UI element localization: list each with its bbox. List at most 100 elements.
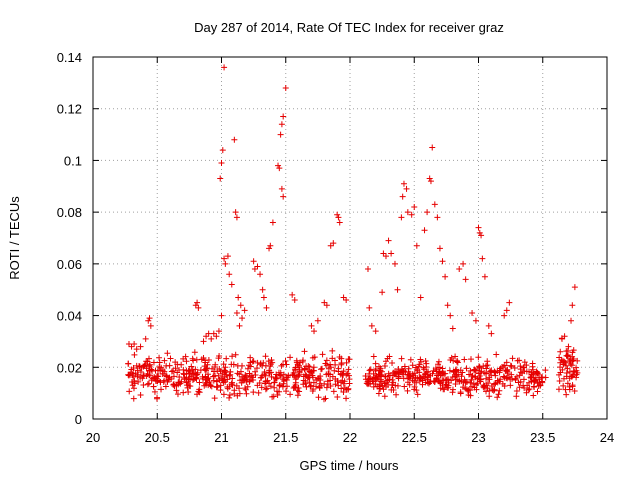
data-point	[472, 374, 479, 381]
data-point	[192, 374, 199, 381]
data-point	[196, 389, 203, 396]
data-point	[453, 366, 460, 373]
data-point	[257, 271, 264, 278]
data-point	[143, 358, 150, 365]
data-point	[283, 383, 290, 390]
data-point	[375, 390, 382, 397]
data-point	[250, 358, 257, 365]
data-point	[434, 214, 441, 221]
data-point	[381, 393, 388, 400]
data-point	[321, 299, 328, 306]
data-point	[399, 193, 406, 200]
data-point	[323, 357, 330, 364]
data-point	[287, 391, 294, 398]
data-point	[334, 377, 341, 384]
data-point	[140, 381, 147, 388]
data-point	[484, 385, 491, 392]
data-point	[282, 358, 289, 365]
data-point	[150, 359, 157, 366]
x-tick-label: 23	[471, 430, 485, 445]
data-point	[509, 355, 516, 362]
data-point	[446, 367, 453, 374]
data-point	[429, 370, 436, 377]
data-point	[267, 383, 274, 390]
data-point	[565, 343, 572, 350]
y-tick-label: 0	[75, 412, 82, 427]
data-point	[293, 359, 300, 366]
y-tick-label: 0.12	[57, 102, 82, 117]
data-point	[247, 354, 254, 361]
data-point	[162, 383, 169, 390]
data-point	[566, 368, 573, 375]
data-point	[201, 382, 208, 389]
data-point	[495, 391, 502, 398]
data-point	[276, 381, 283, 388]
data-point	[241, 307, 248, 314]
data-point	[555, 386, 562, 393]
data-point	[413, 387, 420, 394]
data-point	[298, 367, 305, 374]
data-point	[474, 380, 481, 387]
data-point	[299, 358, 306, 365]
data-point	[234, 392, 241, 399]
data-point	[530, 392, 537, 399]
data-point	[429, 144, 436, 151]
data-point	[185, 367, 192, 374]
data-point	[345, 385, 352, 392]
data-point	[516, 384, 523, 391]
data-point	[504, 368, 511, 375]
y-tick-label: 0.06	[57, 257, 82, 272]
data-point	[229, 353, 236, 360]
data-point	[542, 367, 549, 374]
data-point	[488, 383, 495, 390]
data-point	[255, 389, 262, 396]
data-point	[239, 362, 246, 369]
data-point	[142, 335, 149, 342]
data-point	[465, 392, 472, 399]
data-point	[283, 388, 290, 395]
data-point	[268, 357, 275, 364]
data-point	[467, 367, 474, 374]
data-point	[172, 365, 179, 372]
data-point	[433, 368, 440, 375]
data-point	[573, 374, 580, 381]
data-point	[562, 359, 569, 366]
data-point	[401, 363, 408, 370]
data-point	[296, 388, 303, 395]
data-point	[159, 370, 166, 377]
y-tick-labels: 0 0.02 0.04 0.06 0.08 0.1 0.12 0.14	[57, 50, 82, 427]
data-point	[276, 372, 283, 379]
data-point	[346, 356, 353, 363]
data-point	[385, 237, 392, 244]
data-point	[240, 377, 247, 384]
data-point	[151, 388, 158, 395]
data-point	[215, 328, 222, 335]
data-point	[388, 386, 395, 393]
y-tick-label: 0.02	[57, 360, 82, 375]
data-point	[558, 356, 565, 363]
x-tick-label: 21.5	[273, 430, 298, 445]
data-point	[327, 242, 334, 249]
data-point	[287, 354, 294, 361]
data-point	[157, 367, 164, 374]
data-point	[131, 380, 138, 387]
data-point	[244, 365, 251, 372]
data-point	[533, 368, 540, 375]
data-point	[319, 351, 326, 358]
data-point	[340, 294, 347, 301]
data-point	[248, 372, 255, 379]
data-point	[338, 385, 345, 392]
data-point	[473, 386, 480, 393]
data-point	[380, 250, 387, 257]
data-point	[460, 260, 467, 267]
data-point	[242, 372, 249, 379]
data-point	[192, 366, 199, 373]
data-point	[468, 356, 475, 363]
data-point	[217, 382, 224, 389]
data-point	[229, 375, 236, 382]
data-point	[315, 394, 322, 401]
data-point	[513, 373, 520, 380]
data-point	[136, 363, 143, 370]
data-point	[128, 366, 135, 373]
data-point	[268, 373, 275, 380]
